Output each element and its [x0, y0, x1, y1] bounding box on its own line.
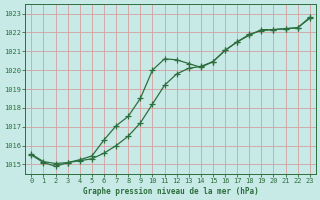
X-axis label: Graphe pression niveau de la mer (hPa): Graphe pression niveau de la mer (hPa)	[83, 187, 259, 196]
